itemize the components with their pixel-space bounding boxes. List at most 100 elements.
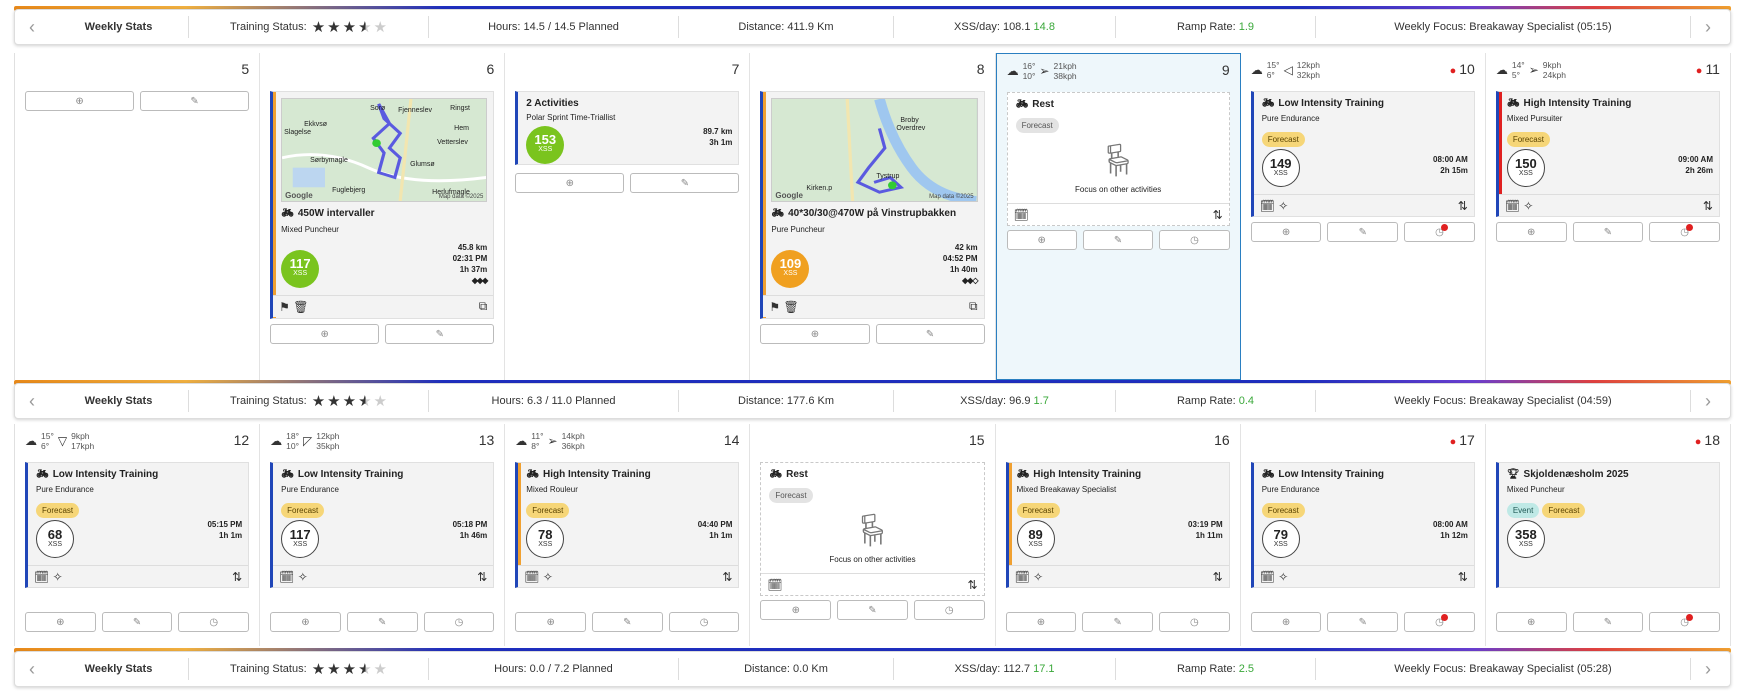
route-icon[interactable]: ⇅ xyxy=(722,569,733,584)
route-icon[interactable]: ⇅ xyxy=(967,577,978,592)
route-map[interactable]: Broby Overdrev Tystrup Kirken.p Google M… xyxy=(771,98,978,202)
add-workout-button[interactable]: ⊕ xyxy=(1005,612,1077,632)
schedule-button[interactable]: ◷ xyxy=(668,612,740,632)
day-cell[interactable]: ☁ 15° 6° ▽ 9kph 17kph 12 🚲︎ Low Intensity Trai… xyxy=(15,424,261,646)
activity-card[interactable]: Broby Overdrev Tystrup Kirken.p Google M… xyxy=(760,91,985,319)
prev-week-arrow-icon[interactable]: ‹ xyxy=(29,16,35,37)
event-card[interactable]: 🏆︎ Skjoldenæsholm 2025 Mixed Puncheur Eve… xyxy=(1495,462,1720,588)
activity-card[interactable]: 2 Activities Polar Sprint Time-Triallist… xyxy=(515,91,740,165)
add-note-button[interactable]: ✎ xyxy=(837,600,908,620)
schedule-button[interactable]: ◷ xyxy=(1404,612,1475,632)
rest-card[interactable]: 🚲︎ Rest Forecast 🪑︎ Focus on other activi… xyxy=(1006,92,1230,226)
calendar-sparkle-icon[interactable]: 🗓︎ ✧ xyxy=(279,569,308,584)
activity-title-text: 40*30/30@470W på Vinstrupbakken xyxy=(788,208,957,219)
day-cell[interactable]: ☁ 15° 6° ◁ 12kph 32kph ● 10 🚲︎ Low Intensity Tr… xyxy=(1241,53,1486,380)
schedule-button[interactable]: ◷ xyxy=(913,600,985,620)
add-workout-button[interactable]: ⊕ xyxy=(270,324,380,344)
route-icon[interactable]: ⇅ xyxy=(232,569,243,584)
flag-icon[interactable]: ⚑ 🗑︎ xyxy=(769,299,799,314)
copy-icon[interactable]: ⧉ xyxy=(968,299,978,313)
schedule-button[interactable]: ◷ xyxy=(1649,222,1720,242)
day-cell[interactable]: 8 Broby Overdrev Tystrup Kirken.p Google… xyxy=(750,53,996,380)
prev-week-arrow-icon[interactable]: ‹ xyxy=(29,390,35,411)
add-workout-button[interactable]: ⊕ xyxy=(1495,222,1567,242)
event-title-text: Skjoldenæsholm 2025 xyxy=(1523,469,1629,480)
route-map[interactable]: Sorø Fjenneslev Ringst Slagelse Ekkvsø H… xyxy=(281,98,488,202)
prev-week-arrow-icon[interactable]: ‹ xyxy=(29,658,35,679)
day-cell[interactable]: 5 ⊕ ✎ xyxy=(15,53,261,380)
add-workout-button[interactable]: ⊕ xyxy=(25,612,96,632)
add-note-button[interactable]: ✎ xyxy=(1572,222,1644,242)
day-cell[interactable]: 15 🚲︎ Rest Forecast 🪑︎ Focus on other act… xyxy=(750,424,996,646)
add-note-button[interactable]: ✎ xyxy=(1327,222,1399,242)
workout-card[interactable]: 🚲︎ Low Intensity Training Pure Endurance … xyxy=(270,462,495,588)
next-week-arrow-icon[interactable]: › xyxy=(1705,658,1711,679)
temp-high: 15° xyxy=(41,431,54,441)
workout-card[interactable]: 🚲︎ Low Intensity Training Pure Endurance … xyxy=(1250,462,1475,588)
add-note-button[interactable]: ✎ xyxy=(875,324,985,344)
day-cell[interactable]: ☁ 14° 5° ➢ 9kph 24kph ● 11 🚲︎ High Intensity Tr… xyxy=(1486,53,1731,380)
route-icon[interactable]: ⇅ xyxy=(477,569,488,584)
copy-icon[interactable]: ⧉ xyxy=(478,299,488,313)
add-workout-button[interactable]: ⊕ xyxy=(1006,230,1077,250)
calendar-sparkle-icon[interactable]: 🗓︎ ✧ xyxy=(1259,569,1289,584)
day-cell[interactable]: ● 17 🚲︎ Low Intensity Training Pure Endura… xyxy=(1241,424,1486,646)
add-workout-button[interactable]: ⊕ xyxy=(1250,612,1322,632)
add-note-button[interactable]: ✎ xyxy=(1327,612,1399,632)
calendar-sparkle-icon[interactable]: 🗓︎ ✧ xyxy=(524,569,553,584)
add-note-button[interactable]: ✎ xyxy=(346,612,418,632)
add-workout-button[interactable]: ⊕ xyxy=(760,600,832,620)
schedule-button[interactable]: ◷ xyxy=(1159,230,1230,250)
add-workout-button[interactable]: ⊕ xyxy=(1495,612,1567,632)
schedule-button[interactable]: ◷ xyxy=(1649,612,1720,632)
add-note-button[interactable]: ✎ xyxy=(385,324,495,344)
add-workout-button[interactable]: ⊕ xyxy=(270,612,341,632)
flag-icon[interactable]: ⚑ 🗑︎ xyxy=(279,299,309,314)
calendar-sparkle-icon[interactable]: 🗓︎ ✧ xyxy=(34,569,63,584)
weekly-stats-bar: ‹ Weekly Stats Training Status: ★ ★ ★ ★ ★ Ho… xyxy=(14,383,1731,419)
day-cell[interactable]: 16 🚲︎ High Intensity Training Mixed Break… xyxy=(996,424,1241,646)
calendar-sparkle-icon[interactable]: 🗓︎ ✧ xyxy=(1259,198,1289,213)
workout-card[interactable]: 🚲︎ Low Intensity Training Pure Endurance … xyxy=(1250,91,1475,217)
add-workout-button[interactable]: ⊕ xyxy=(515,612,586,632)
route-icon[interactable]: ⇅ xyxy=(1702,198,1713,213)
schedule-button[interactable]: ◷ xyxy=(423,612,495,632)
add-workout-button[interactable]: ⊕ xyxy=(1250,222,1322,242)
add-workout-button[interactable]: ⊕ xyxy=(25,91,135,111)
day-cell[interactable]: 6 Sorø Fjenneslev Ringst Slagelse Ekkvsø… xyxy=(260,53,506,380)
calendar-sparkle-icon[interactable]: 🗓︎ ✧ xyxy=(1014,569,1044,584)
schedule-button[interactable]: ◷ xyxy=(1159,612,1230,632)
calendar-icon[interactable]: 🗓︎ xyxy=(767,577,783,592)
day-number: 13 xyxy=(478,432,495,448)
day-cell-today[interactable]: ☁ 16° 10° ➢ 21kph 38kph 9 🚲︎ Rest Forecast 🪑︎ … xyxy=(995,53,1241,380)
activity-card[interactable]: Sorø Fjenneslev Ringst Slagelse Ekkvsø H… xyxy=(270,91,495,319)
calendar-sparkle-icon[interactable]: 🗓︎ ✧ xyxy=(1504,198,1534,213)
add-note-button[interactable]: ✎ xyxy=(1082,612,1153,632)
add-note-button[interactable]: ✎ xyxy=(1082,230,1154,250)
route-icon[interactable]: ⇅ xyxy=(1457,569,1468,584)
workout-card[interactable]: 🚲︎ Low Intensity Training Pure Endurance … xyxy=(25,462,250,588)
schedule-button[interactable]: ◷ xyxy=(178,612,250,632)
workout-card[interactable]: 🚲︎ High Intensity Training Mixed Pursuite… xyxy=(1495,91,1720,217)
add-note-button[interactable]: ✎ xyxy=(140,91,250,111)
add-note-button[interactable]: ✎ xyxy=(101,612,173,632)
day-cell[interactable]: ● 18 🏆︎ Skjoldenæsholm 2025 Mixed Puncheur… xyxy=(1486,424,1731,646)
rest-card[interactable]: 🚲︎ Rest Forecast 🪑︎ Focus on other activi… xyxy=(760,462,985,596)
add-note-button[interactable]: ✎ xyxy=(630,173,740,193)
day-cell[interactable]: ☁ 11° 8° ➢ 14kph 36kph 14 🚲︎ High Intensity Tr… xyxy=(505,424,751,646)
schedule-button[interactable]: ◷ xyxy=(1404,222,1475,242)
day-cell[interactable]: ☁ 18° 10° ◸ 12kph 35kph 13 🚲︎ Low Intensity Tr… xyxy=(260,424,506,646)
route-icon[interactable]: ⇅ xyxy=(1457,198,1468,213)
next-week-arrow-icon[interactable]: › xyxy=(1705,16,1711,37)
route-icon[interactable]: ⇅ xyxy=(1212,569,1223,584)
add-workout-button[interactable]: ⊕ xyxy=(760,324,870,344)
calendar-icon[interactable]: 🗓︎ xyxy=(1013,207,1029,222)
add-workout-button[interactable]: ⊕ xyxy=(515,173,625,193)
workout-card[interactable]: 🚲︎ High Intensity Training Mixed Rouleur … xyxy=(515,462,740,588)
add-note-button[interactable]: ✎ xyxy=(1572,612,1644,632)
route-icon[interactable]: ⇅ xyxy=(1212,207,1223,222)
add-note-button[interactable]: ✎ xyxy=(592,612,663,632)
day-cell[interactable]: 7 2 Activities Polar Sprint Time-Trialli… xyxy=(505,53,751,380)
workout-card[interactable]: 🚲︎ High Intensity Training Mixed Breakawa… xyxy=(1005,462,1230,588)
next-week-arrow-icon[interactable]: › xyxy=(1705,390,1711,411)
